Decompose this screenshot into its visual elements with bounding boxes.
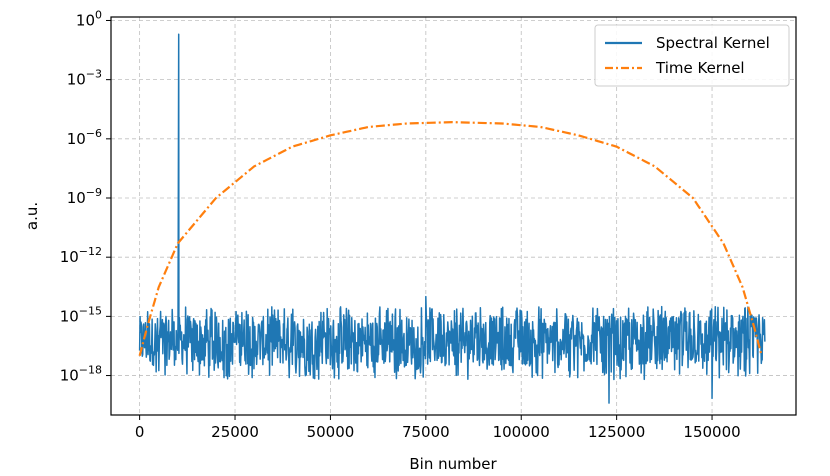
y-ticks: 100 10−3 10−6 10−9 10−12 10−15 10−18 <box>60 8 111 385</box>
x-axis-label: Bin number <box>409 455 497 473</box>
legend-label-spectral-kernel: Spectral Kernel <box>656 34 770 52</box>
y-tick-label: 10−12 <box>60 245 102 266</box>
y-tick-label: 10−15 <box>60 304 102 325</box>
y-tick-label: 10−18 <box>60 364 102 385</box>
legend-box <box>594 24 790 87</box>
series-spectral-kernel <box>138 33 766 404</box>
y-tick-label: 10−9 <box>67 186 102 207</box>
x-tick-label: 75000 <box>402 423 450 441</box>
x-tick-label: 100000 <box>493 423 550 441</box>
y-axis-label: a.u. <box>23 202 41 230</box>
x-tick-label: 0 <box>135 423 145 441</box>
x-ticks: 0 25000 50000 75000 100000 125000 150000 <box>135 415 741 441</box>
x-tick-label: 25000 <box>211 423 259 441</box>
series-layer <box>138 33 766 404</box>
x-tick-label: 50000 <box>307 423 355 441</box>
y-tick-label: 100 <box>76 8 102 29</box>
legend: Spectral Kernel Time Kernel <box>594 24 790 87</box>
x-tick-label: 125000 <box>588 423 645 441</box>
y-tick-label: 10−3 <box>67 68 102 89</box>
y-tick-label: 10−6 <box>67 127 102 148</box>
series-time-kernel <box>138 121 763 357</box>
legend-label-time-kernel: Time Kernel <box>655 59 745 77</box>
plot-frame <box>110 16 797 416</box>
x-tick-label: 150000 <box>683 423 740 441</box>
